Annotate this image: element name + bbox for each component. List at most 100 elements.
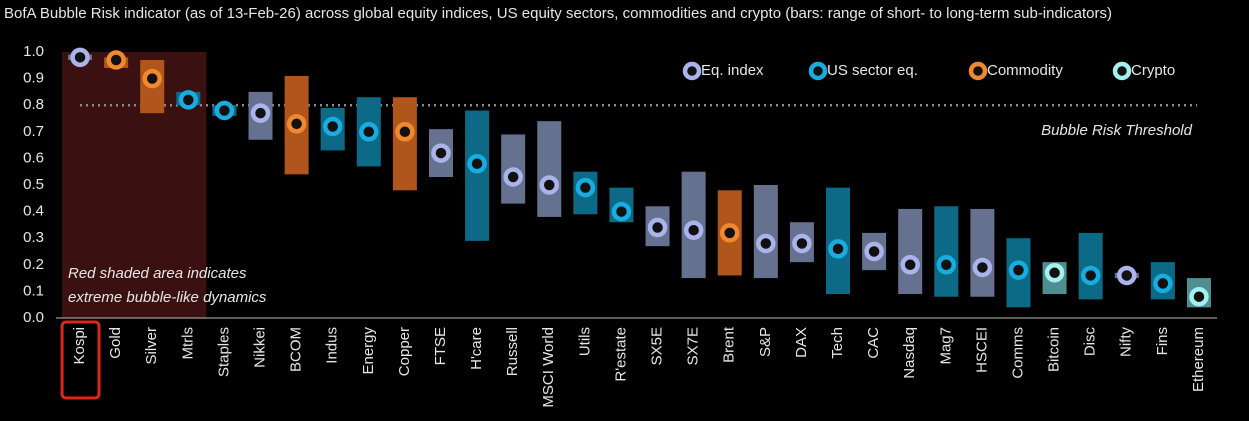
y-tick-label: 0.1 — [23, 282, 44, 299]
x-tick-label: H'care — [468, 327, 485, 370]
x-tick-label: Energy — [360, 327, 377, 375]
y-tick-label: 0.9 — [23, 70, 44, 87]
y-tick-label: 0.7 — [23, 123, 44, 140]
highlight-box — [60, 320, 101, 400]
dot — [1044, 263, 1065, 283]
dot — [1153, 273, 1173, 294]
x-tick-label: Mag7 — [937, 327, 954, 365]
dot — [1189, 286, 1209, 307]
x-tick-label: Nikkei — [251, 327, 268, 368]
dot — [106, 50, 126, 70]
x-tick-label: Nifty — [1118, 327, 1135, 358]
x-tick-label: Nasdaq — [901, 327, 918, 379]
dot — [719, 223, 740, 243]
legend-label: Commodity — [987, 62, 1063, 79]
y-tick-label: 1.0 — [23, 43, 44, 60]
legend-label: Eq. index — [701, 62, 764, 79]
x-tick-label: Comms — [1009, 327, 1026, 379]
x-tick-label: Kospi — [71, 327, 88, 365]
dot — [647, 217, 668, 238]
dot — [250, 103, 271, 123]
x-tick-label: S&P — [757, 327, 774, 357]
x-tick-label: CAC — [865, 327, 882, 359]
dot — [575, 177, 596, 198]
x-tick-label: Bitcoin — [1046, 327, 1063, 372]
dot — [503, 167, 523, 187]
y-tick-label: 0.2 — [23, 256, 44, 273]
range-bar — [753, 185, 778, 279]
range-bar — [934, 206, 959, 297]
dot — [972, 257, 993, 278]
x-tick-label: Copper — [396, 327, 413, 376]
x-tick-label: R'estate — [612, 327, 629, 382]
x-tick-label: Ethereum — [1190, 327, 1207, 392]
x-tick-label: Mtrls — [179, 327, 196, 360]
x-tick-label: DAX — [793, 327, 810, 358]
dot — [936, 255, 957, 275]
y-tick-label: 0.5 — [23, 176, 44, 193]
dot — [756, 233, 776, 254]
legend-label: Crypto — [1131, 62, 1175, 79]
legend-hit — [1112, 60, 1222, 82]
x-tick-label: Fins — [1154, 327, 1171, 355]
dot — [683, 220, 704, 240]
legend-hit — [808, 60, 918, 82]
x-tick-label: Tech — [829, 327, 846, 359]
dot — [467, 153, 487, 174]
dot — [1080, 265, 1101, 286]
x-tick-label: SX5E — [649, 327, 666, 365]
x-tick-label: Indus — [324, 327, 341, 364]
range-bar — [970, 208, 995, 297]
dot — [900, 255, 920, 275]
dot — [611, 201, 632, 222]
dot — [1008, 260, 1029, 280]
dot — [395, 122, 415, 142]
legend-marker — [682, 61, 702, 81]
x-tick-label: Russell — [504, 327, 521, 376]
dot — [792, 233, 812, 254]
dot — [322, 116, 343, 137]
dot — [286, 114, 307, 134]
y-tick-label: 0.0 — [23, 309, 44, 326]
dot — [539, 175, 560, 195]
legend-hit — [682, 60, 792, 82]
legend-label: US sector eq. — [827, 62, 918, 79]
x-tick-label: MSCI World — [540, 327, 557, 408]
x-tick-label: FTSE — [432, 327, 449, 365]
dot — [431, 143, 451, 163]
x-tick-label: HSCEI — [973, 327, 990, 373]
x-tick-label: Gold — [107, 327, 124, 359]
x-tick-label: Disc — [1082, 327, 1099, 357]
y-tick-label: 0.6 — [23, 149, 44, 166]
shaded-note: extreme bubble-like dynamics — [68, 289, 267, 306]
y-tick-label: 0.3 — [23, 229, 44, 246]
dot — [828, 239, 848, 259]
dot — [1117, 265, 1137, 286]
x-tick-label: SX7E — [685, 327, 702, 365]
chart-title: BofA Bubble Risk indicator (as of 13-Feb… — [4, 5, 1112, 22]
range-bar — [537, 121, 562, 217]
x-tick-label: Brent — [721, 326, 738, 363]
dot — [864, 241, 884, 262]
x-tick-label: Staples — [215, 327, 232, 377]
dot — [142, 68, 162, 89]
range-bar — [392, 97, 417, 191]
range-bar — [465, 110, 490, 241]
legend-hit — [968, 60, 1078, 82]
dot — [214, 100, 235, 121]
legend-marker — [968, 61, 988, 81]
legend-marker — [808, 61, 828, 81]
dot — [359, 122, 379, 142]
dot — [70, 47, 90, 68]
x-tick-label: Silver — [143, 327, 160, 365]
y-tick-label: 0.4 — [23, 203, 44, 220]
shaded-note: Red shaded area indicates — [68, 265, 247, 282]
x-tick-label: Utils — [576, 327, 593, 356]
threshold-label: Bubble Risk Threshold — [1041, 122, 1193, 139]
legend-marker — [1112, 61, 1132, 81]
y-tick-label: 0.8 — [23, 96, 44, 113]
range-bar — [898, 208, 923, 295]
x-tick-label: BCOM — [288, 327, 305, 372]
dot — [178, 90, 199, 110]
